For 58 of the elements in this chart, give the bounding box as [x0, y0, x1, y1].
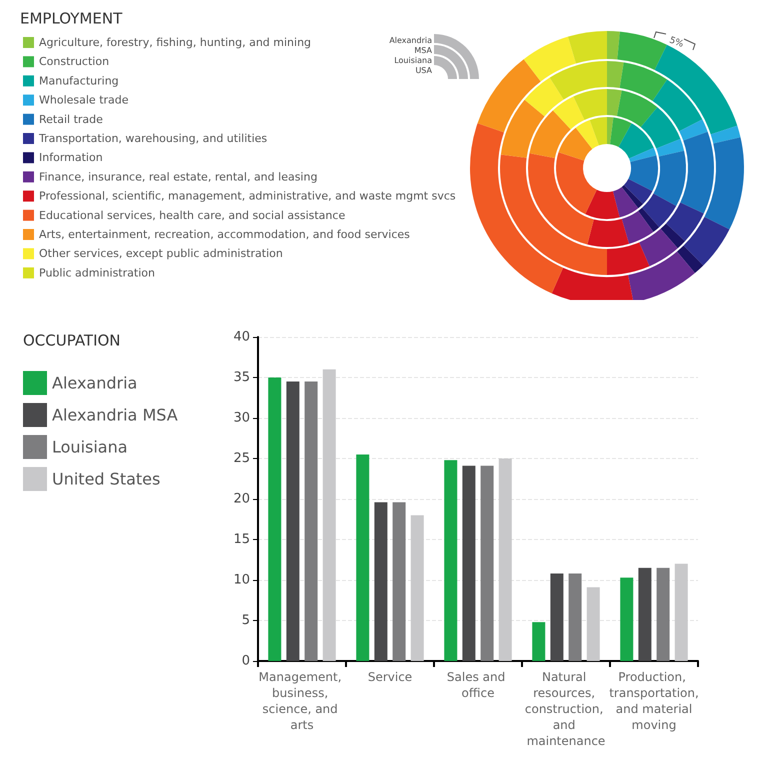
bar — [620, 578, 634, 661]
bar — [392, 502, 406, 661]
y-tick-label: 35 — [233, 370, 250, 385]
legend-label: Alexandria MSA — [52, 406, 178, 424]
legend-label: Educational services, health care, and social assistance — [39, 208, 346, 222]
legend-label: Louisiana — [52, 438, 128, 456]
text: USA — [414, 66, 432, 76]
y-tick-label: 30 — [233, 410, 250, 426]
x-tick-label: Service — [368, 670, 412, 684]
x-tick-label: Sales and office — [446, 670, 510, 700]
legend-label: Retail trade — [39, 112, 104, 126]
bar — [480, 466, 494, 661]
text: 5% — [668, 36, 686, 50]
y-tick-label: 10 — [233, 572, 250, 588]
bar — [286, 382, 300, 661]
bar — [498, 458, 512, 661]
bar — [304, 382, 318, 661]
y-tick-label: 15 — [233, 532, 250, 547]
legend-label: Other services, except public administration — [39, 247, 283, 260]
bar — [656, 568, 670, 661]
legend-label: Manufacturing — [39, 74, 119, 88]
bar — [374, 502, 388, 661]
y-tick-label: 40 — [233, 330, 250, 344]
legend-label: Agriculture, forestry, fishing, hunting, and mining — [39, 36, 312, 49]
legend-title: OCCUPATION — [23, 332, 121, 350]
x-tick-label: Production, transportation, and material moving — [609, 670, 699, 732]
bar — [532, 622, 546, 661]
legend-label: Construction — [39, 55, 110, 68]
legend-label: United States — [52, 470, 160, 488]
legend-label: Alexandria — [52, 374, 138, 392]
y-tick-label: 25 — [233, 451, 250, 466]
y-tick-label: 20 — [233, 492, 250, 506]
chart-title: EMPLOYMENT — [20, 10, 124, 28]
x-tick-label: Management, business, science, and arts — [258, 670, 346, 732]
legend-label: Wholesale trade — [39, 94, 129, 107]
legend-label: Arts, entertainment, recreation, accommodation, and food services — [39, 228, 410, 241]
bar — [638, 568, 652, 661]
bar — [568, 574, 582, 661]
legend-label: Public administration — [39, 266, 155, 280]
bar — [356, 454, 370, 661]
bar — [268, 378, 282, 661]
bar — [674, 564, 688, 661]
text: Alexandria — [389, 36, 432, 46]
text: Louisiana — [393, 56, 432, 66]
bar — [586, 587, 600, 661]
legend-label: Information — [39, 151, 103, 164]
legend-label: Transportation, warehousing, and utilities — [38, 132, 268, 145]
y-tick-label: 5 — [242, 613, 250, 628]
bar — [444, 460, 458, 661]
bar — [322, 369, 336, 661]
text: MSA — [413, 46, 432, 56]
bar — [550, 574, 564, 661]
bar — [462, 466, 476, 661]
x-tick-label: Natural resources, construction, and maintenance — [524, 670, 608, 748]
legend-label: Professional, scientific, management, administrative, and waste mgmt svcs — [39, 190, 456, 203]
bar — [410, 515, 424, 661]
legend-label: Finance, insurance, real estate, rental, and leasing — [39, 170, 318, 184]
y-tick-label: 0 — [242, 654, 250, 668]
